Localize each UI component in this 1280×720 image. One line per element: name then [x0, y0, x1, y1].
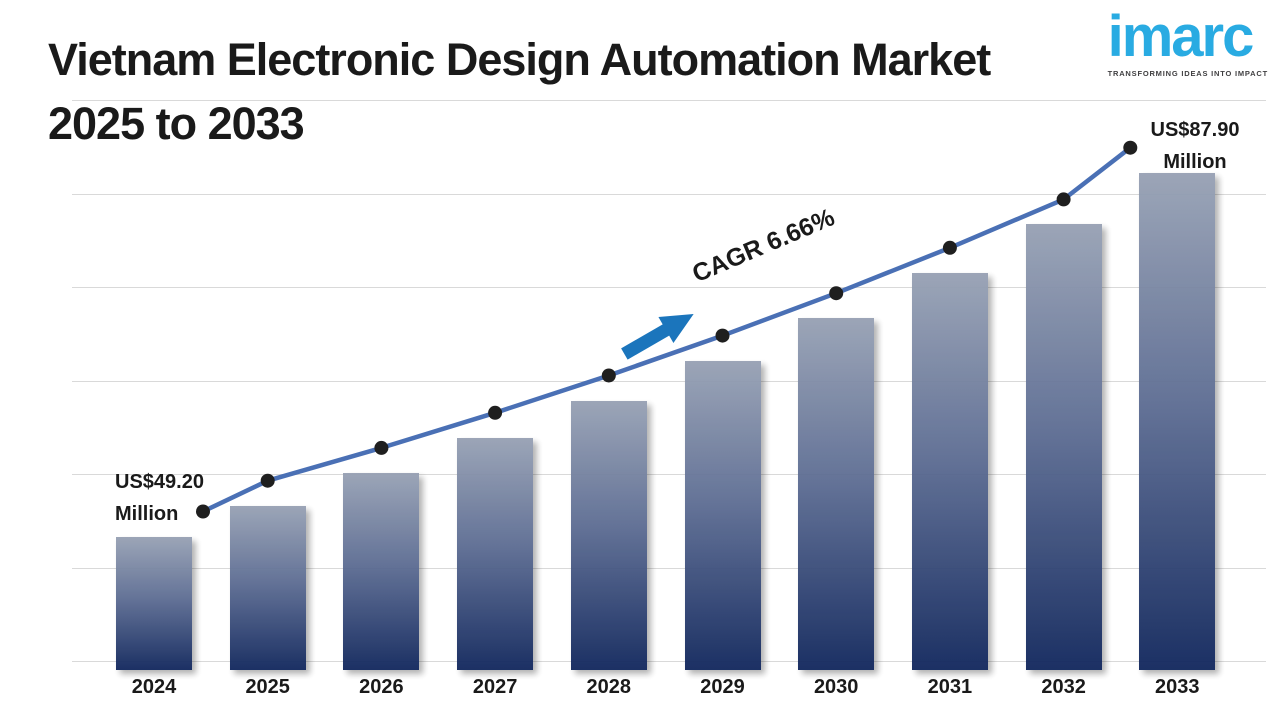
gridline	[72, 661, 1266, 662]
data-point-2024	[196, 504, 210, 519]
data-point-2029	[715, 328, 730, 343]
data-point-2027	[488, 405, 503, 420]
x-label-2028: 2028	[586, 676, 632, 698]
bar-2031	[911, 272, 988, 670]
imarc-logo-tagline: TRANSFORMING IDEAS INTO IMPACT	[1107, 69, 1268, 78]
gridline	[72, 100, 1266, 101]
bar-2032	[1025, 224, 1102, 670]
bar-2028	[570, 400, 647, 670]
gridline	[72, 567, 1266, 569]
data-point-2025	[260, 473, 275, 488]
cagr-arrow-icon	[621, 314, 694, 360]
bar-2025	[229, 505, 306, 670]
title-line-1: Vietnam Electronic Design Automation Mar…	[48, 34, 991, 85]
x-label-2029: 2029	[700, 676, 745, 698]
data-point-2031	[942, 240, 957, 255]
start-value-unit: Million	[115, 503, 179, 525]
bar-2026	[343, 472, 420, 670]
bar-2030	[798, 318, 875, 670]
end-value-amount: US$87.90	[1150, 119, 1240, 141]
bar-2029	[684, 360, 761, 670]
gridline	[72, 380, 1266, 382]
x-label-2025: 2025	[245, 676, 290, 698]
page-title: Vietnam Electronic Design Automation Mar…	[48, 28, 991, 156]
imarc-logo: imarc TRANSFORMING IDEAS INTO IMPACT	[1107, 4, 1268, 79]
data-point-2030	[829, 286, 844, 301]
imarc-logo-wordmark: imarc	[1107, 4, 1255, 69]
bar-2033	[1139, 172, 1216, 670]
trend-markers	[196, 140, 1138, 519]
x-label-2033: 2033	[1155, 676, 1200, 698]
start-value-callout: US$49.20 Million	[115, 466, 204, 530]
data-point-2032	[1056, 192, 1071, 207]
end-value-callout: US$87.90 Million	[1128, 114, 1262, 178]
data-point-2028	[601, 368, 616, 383]
x-label-2027: 2027	[472, 676, 518, 698]
gridline	[72, 193, 1266, 195]
data-point-2033	[1123, 140, 1138, 155]
x-label-2026: 2026	[359, 676, 404, 698]
gridline	[72, 474, 1266, 475]
x-label-2024: 2024	[131, 676, 177, 698]
bar-2024	[116, 536, 192, 670]
end-value-unit: Million	[1163, 151, 1227, 173]
title-line-2: 2025 to 2033	[48, 98, 305, 149]
bar-2027	[457, 437, 534, 670]
start-value-amount: US$49.20	[115, 471, 204, 493]
trend-line	[200, 145, 1133, 514]
x-label-2031: 2031	[927, 676, 973, 698]
gridline	[72, 287, 1266, 288]
x-label-2030: 2030	[813, 676, 859, 698]
data-point-2026	[374, 440, 389, 455]
x-label-2032: 2032	[1041, 676, 1086, 698]
